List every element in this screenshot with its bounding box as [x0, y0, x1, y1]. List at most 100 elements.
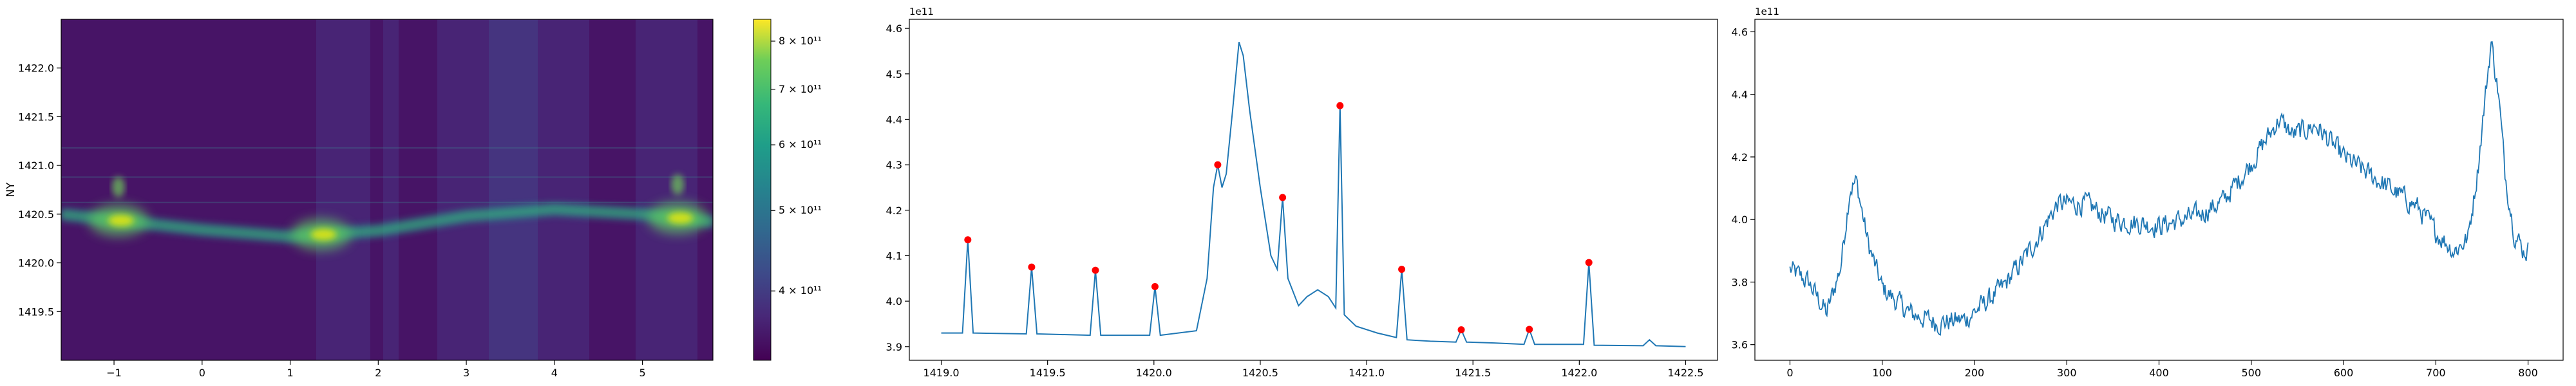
heatmap-column: [417, 19, 420, 360]
heatmap-column: [301, 19, 304, 360]
heatmap-column: [556, 19, 559, 360]
heatmap-column: [422, 19, 425, 360]
heatmap-column: [396, 19, 399, 360]
heatmap-column: [460, 19, 464, 360]
heatmap-column: [708, 19, 711, 360]
index-x-tick-label: 100: [1872, 367, 1892, 379]
colorbar-gradient: [753, 19, 771, 360]
heatmap-column: [162, 19, 165, 360]
index-y-tick-label: 3.8: [1732, 276, 1748, 288]
heatmap-column: [535, 19, 538, 360]
heatmap-column: [669, 19, 672, 360]
heatmap-column: [391, 19, 394, 360]
heatmap-column: [697, 19, 701, 360]
heatmap-column: [187, 19, 191, 360]
heatmap-column: [324, 19, 327, 360]
heatmap-column: [442, 19, 446, 360]
heatmap-column: [478, 19, 482, 360]
colorbar-tick-label: 4 × 10¹¹: [779, 284, 822, 297]
heatmap-column: [370, 19, 374, 360]
heatmap-y-tick-label: 1421.5: [18, 111, 54, 123]
heatmap-column: [221, 19, 224, 360]
heatmap-column: [247, 19, 250, 360]
heatmap-column: [169, 19, 173, 360]
heatmap-column: [638, 19, 641, 360]
peak-marker: [1585, 259, 1593, 266]
heatmap-column: [499, 19, 502, 360]
heatmap-column: [561, 19, 564, 360]
heatmap-column: [589, 19, 592, 360]
heatmap-column: [229, 19, 232, 360]
heatmap-column: [700, 19, 703, 360]
heatmap-column: [703, 19, 706, 360]
heatmap-column: [386, 19, 389, 360]
heatmap-x-ticks: −1 0 1 2 3 4 5: [106, 360, 646, 379]
heatmap-column: [339, 19, 343, 360]
peaks-x-tick-label: 1420.5: [1242, 367, 1278, 379]
heatmap-column: [164, 19, 167, 360]
heatmap-column: [82, 19, 85, 360]
heatmap-x-tick-label: 1: [287, 367, 293, 379]
colorbar-tick-label: 8 × 10¹¹: [779, 35, 822, 47]
heatmap-column: [471, 19, 474, 360]
heatmap-column: [352, 19, 355, 360]
heatmap-column: [293, 19, 296, 360]
heatmap-column: [453, 19, 456, 360]
heatmap-column: [564, 19, 567, 360]
heatmap-column: [66, 19, 70, 360]
heatmap-column: [249, 19, 252, 360]
heatmap-column: [280, 19, 283, 360]
peak-marker: [964, 236, 972, 244]
heatmap-column: [285, 19, 289, 360]
heatmap-column: [90, 19, 93, 360]
heatmap-frame: [61, 19, 714, 361]
heatmap-column: [205, 19, 209, 360]
heatmap-column: [558, 19, 562, 360]
heatmap-column: [569, 19, 572, 360]
heatmap-column: [182, 19, 185, 360]
heatmap-column: [177, 19, 180, 360]
heatmap-column: [430, 19, 433, 360]
heatmap-column: [654, 19, 657, 360]
heatmap-column: [450, 19, 453, 360]
heatmap-column: [491, 19, 495, 360]
peaks-axes-frame: [909, 19, 1718, 361]
heatmap-column: [296, 19, 299, 360]
heatmap-column: [203, 19, 206, 360]
heatmap-hot-spot: [108, 214, 134, 226]
peaks-offset-text: 1e11: [909, 6, 934, 17]
heatmap-column: [641, 19, 644, 360]
index-x-tick-label: 300: [2057, 367, 2077, 379]
index-x-ticks: 0 100 200 300 400 500 600 700 800: [1786, 360, 2538, 379]
heatmap-column: [283, 19, 286, 360]
heatmap-column: [530, 19, 533, 360]
heatmap-column: [234, 19, 237, 360]
heatmap-column: [345, 19, 348, 360]
peaks-x-tick-label: 1421.5: [1455, 367, 1491, 379]
heatmap-column: [131, 19, 134, 360]
heatmap-column: [260, 19, 263, 360]
heatmap-column: [159, 19, 162, 360]
heatmap-column: [489, 19, 492, 360]
heatmap-column: [175, 19, 178, 360]
heatmap-column: [404, 19, 407, 360]
heatmap-column: [695, 19, 698, 360]
heatmap-column: [448, 19, 451, 360]
heatmap-column: [455, 19, 459, 360]
heatmap-column: [381, 19, 384, 360]
heatmap-column: [592, 19, 595, 360]
peaks-y-tick-label: 4.6: [886, 23, 902, 35]
heatmap-column: [102, 19, 106, 360]
heatmap-column: [303, 19, 307, 360]
heatmap-column: [136, 19, 139, 360]
heatmap-column: [92, 19, 95, 360]
heatmap-column: [427, 19, 430, 360]
heatmap-column: [198, 19, 201, 360]
heatmap-column: [267, 19, 270, 360]
heatmap-column: [545, 19, 549, 360]
heatmap-hot-spot-upper: [111, 176, 125, 198]
heatmap-column: [368, 19, 371, 360]
heatmap-column: [587, 19, 590, 360]
heatmap-column: [138, 19, 142, 360]
heatmap-x-tick-label: 0: [199, 367, 205, 379]
